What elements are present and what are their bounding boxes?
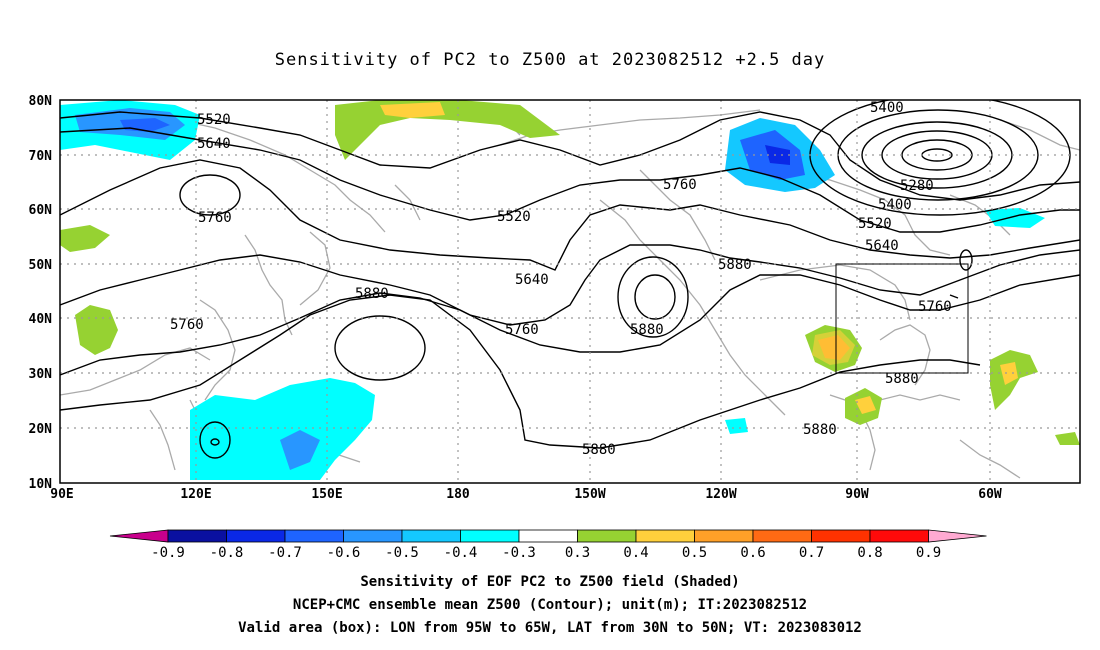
colorbar-tick-label: -0.3 <box>502 545 536 561</box>
colorbar-tick-label: 0.7 <box>799 545 824 561</box>
contour-label: 5880 <box>718 257 752 273</box>
contour-label: 5400 <box>870 100 904 116</box>
darkblue-core-north-europe <box>765 145 790 165</box>
contour-label: 5880 <box>582 442 616 458</box>
lon-label: 150E <box>311 487 342 502</box>
yellow-patch-caribbean <box>855 396 876 414</box>
colorbar-segment <box>752 529 812 543</box>
lat-label: 40N <box>29 312 53 327</box>
colorbar-segment <box>869 529 929 543</box>
sensitivity-shading <box>60 100 1080 480</box>
colorbar-segment <box>284 529 344 543</box>
contour-label: 5880 <box>630 322 664 338</box>
colorbar-tick-label: -0.6 <box>327 545 361 561</box>
colorbar: -0.9 -0.8 -0.7 -0.6 -0.5 -0.4 -0.3 0.3 0.4 0.5 0.6… <box>109 529 987 561</box>
colorbar-tick-label: 0.8 <box>857 545 882 561</box>
yellow-patch-mexico <box>812 330 855 365</box>
valid-area-box <box>835 263 969 374</box>
lat-label: 80N <box>29 94 53 109</box>
lat-label: 60N <box>29 203 53 218</box>
colorbar-tick-label: -0.4 <box>444 545 478 561</box>
plot-frame <box>59 99 1081 484</box>
lon-label: 180 <box>446 487 470 502</box>
caption-line-3: Valid area (box): LON from 95W to 65W, L… <box>238 620 862 636</box>
colorbar-tick-label: 0.4 <box>623 545 648 561</box>
contour-label: 5880 <box>355 286 389 302</box>
contour-label: 5760 <box>918 299 952 315</box>
blue-patch-east-asia <box>280 430 320 470</box>
cyan-patch-hudson <box>985 208 1045 228</box>
contour-label: 5640 <box>865 238 899 254</box>
yellow-patch-arctic <box>380 102 445 118</box>
colorbar-right-arrow <box>928 529 987 543</box>
colorbar-segment <box>343 529 403 543</box>
colorbar-segment <box>401 529 461 543</box>
lat-label: 10N <box>29 477 53 492</box>
lon-label: 150W <box>574 487 605 502</box>
caption-line-2: NCEP+CMC ensemble mean Z500 (Contour); u… <box>292 597 808 613</box>
contour-label: 5520 <box>197 112 231 128</box>
lon-label: 60W <box>978 487 1002 502</box>
lon-label: 120W <box>705 487 736 502</box>
colorbar-tick-label: -0.5 <box>385 545 419 561</box>
colorbar-tick-label: 0.5 <box>682 545 707 561</box>
contour-label: 5280 <box>900 178 934 194</box>
colorbar-tick-label: 0.9 <box>916 545 941 561</box>
contour-label: 5760 <box>170 317 204 333</box>
colorbar-segment <box>811 529 871 543</box>
longitude-labels: 90E 120E 150E 180 150W 120W 90W 60W <box>50 487 1002 502</box>
latitude-labels: 80N 70N 60N 50N 40N 30N 20N 10N <box>29 94 53 492</box>
colorbar-tick-label: -0.8 <box>210 545 244 561</box>
cyan-patch-pacific <box>725 418 748 434</box>
colorbar-segment <box>167 529 227 543</box>
contour-label: 5880 <box>803 422 837 438</box>
lat-label: 20N <box>29 422 53 437</box>
lat-label: 70N <box>29 149 53 164</box>
map-title: Sensitivity of PC2 to Z500 at 2023082512… <box>274 50 826 70</box>
colorbar-segment <box>460 529 520 543</box>
colorbar-segment <box>518 529 578 543</box>
contour-label: 5760 <box>198 210 232 226</box>
colorbar-segment <box>694 529 754 543</box>
contour-label: 5640 <box>197 136 231 152</box>
caption-line-1: Sensitivity of EOF PC2 to Z500 field (Sh… <box>360 574 740 590</box>
green-patch-southeast <box>1055 432 1080 445</box>
colorbar-segment <box>635 529 695 543</box>
contour-label: 5760 <box>663 177 697 193</box>
contour-label: 5520 <box>497 209 531 225</box>
contour-label: 5880 <box>885 371 919 387</box>
yellow-patch-atlantic <box>1000 362 1018 385</box>
green-patch-arctic <box>335 100 560 160</box>
colorbar-tick-label: -0.7 <box>268 545 302 561</box>
cyan-patch-east-asia <box>190 378 375 480</box>
colorbar-tick-label: 0.3 <box>565 545 590 561</box>
lon-label: 120E <box>180 487 211 502</box>
colorbar-segment <box>226 529 286 543</box>
colorbar-tick-label: -0.9 <box>151 545 185 561</box>
colorbar-segment <box>577 529 637 543</box>
contour-label: 5640 <box>515 272 549 288</box>
colorbar-left-arrow <box>109 529 169 543</box>
contour-label: 5760 <box>505 322 539 338</box>
lat-label: 30N <box>29 367 53 382</box>
gridlines <box>60 100 1080 483</box>
contour-label: 5520 <box>858 216 892 232</box>
lat-label: 50N <box>29 258 53 273</box>
lon-label: 90W <box>845 487 869 502</box>
contour-label: 5400 <box>878 197 912 213</box>
map-layers: 5400 5520 5640 5760 5520 5280 5400 5520 … <box>60 100 1080 483</box>
lon-label: 90E <box>50 487 73 502</box>
green-patch-west <box>60 225 110 252</box>
colorbar-tick-label: 0.6 <box>740 545 765 561</box>
contour-labels: 5400 5520 5640 5760 5520 5280 5400 5520 … <box>170 100 952 458</box>
green-patch-china <box>75 305 118 355</box>
